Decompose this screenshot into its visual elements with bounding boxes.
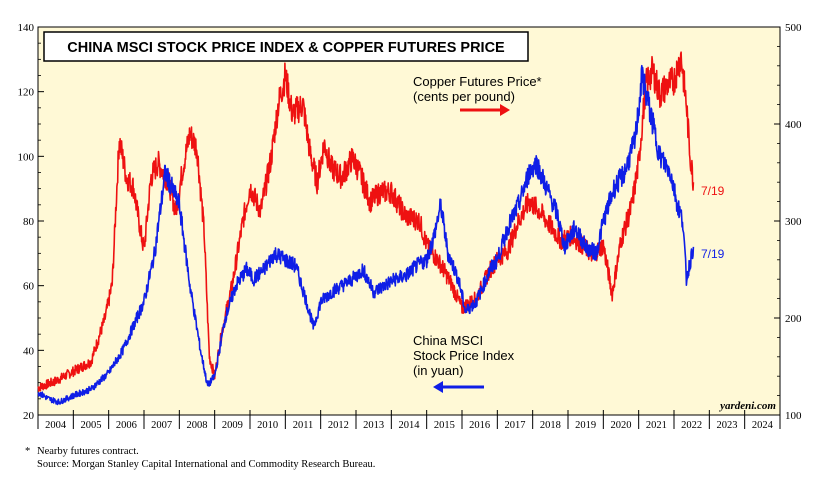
- footnote-line1: Nearby futures contract.: [37, 446, 139, 457]
- x-tick-label: 2019: [575, 420, 596, 431]
- x-tick-label: 2011: [293, 420, 314, 431]
- left-tick-label: 20: [23, 410, 35, 422]
- left-tick-label: 100: [18, 151, 35, 163]
- right-tick-label: 500: [785, 22, 802, 34]
- msci-legend-line1: China MSCI: [413, 333, 483, 348]
- x-tick-label: 2024: [752, 420, 774, 431]
- copper-legend-line2: (cents per pound): [413, 89, 515, 104]
- x-tick-label: 2023: [717, 420, 738, 431]
- left-tick-label: 120: [18, 87, 35, 99]
- x-tick-label: 2020: [611, 420, 632, 431]
- left-tick-label: 80: [23, 216, 35, 228]
- left-tick-label: 60: [23, 281, 35, 293]
- x-tick-label: 2004: [45, 420, 67, 431]
- x-tick-label: 2012: [328, 420, 349, 431]
- x-tick-label: 2016: [469, 420, 490, 431]
- chart-title: CHINA MSCI STOCK PRICE INDEX & COPPER FU…: [67, 40, 505, 56]
- copper-legend-arrow: [460, 104, 510, 116]
- msci-legend-arrow: [433, 381, 484, 393]
- x-tick-label: 2017: [505, 420, 526, 431]
- x-tick-label: 2006: [116, 420, 137, 431]
- brand-watermark: yardeni.com: [718, 400, 776, 412]
- copper-end-label: 7/19: [701, 184, 725, 198]
- x-tick-label: 2009: [222, 420, 243, 431]
- right-tick-label: 200: [785, 313, 802, 325]
- left-tick-label: 40: [23, 345, 35, 357]
- footnote-source: Source: Morgan Stanley Capital Internati…: [37, 459, 376, 470]
- msci-legend-line3: (in yuan): [413, 363, 464, 378]
- x-tick-label: 2018: [540, 420, 561, 431]
- x-tick-label: 2010: [257, 420, 278, 431]
- x-tick-label: 2005: [81, 420, 102, 431]
- title-box: [43, 31, 529, 62]
- right-tick-label: 300: [785, 216, 802, 228]
- copper-legend-line1: Copper Futures Price*: [413, 74, 542, 89]
- x-tick-label: 2015: [434, 420, 455, 431]
- msci-end-label: 7/19: [701, 247, 725, 261]
- x-tick-label: 2014: [399, 420, 421, 431]
- series-msci-line: [37, 64, 695, 406]
- x-tick-label: 2022: [681, 420, 702, 431]
- x-tick-label: 2007: [151, 420, 172, 431]
- x-tick-label: 2008: [187, 420, 208, 431]
- right-tick-label: 400: [785, 119, 802, 131]
- x-tick-label: 2021: [646, 420, 667, 431]
- right-tick-label: 100: [785, 410, 802, 422]
- x-tick-label: 2013: [363, 420, 384, 431]
- msci-legend-line2: Stock Price Index: [413, 348, 515, 363]
- left-tick-label: 140: [18, 22, 35, 34]
- footnote-star: *: [25, 446, 31, 457]
